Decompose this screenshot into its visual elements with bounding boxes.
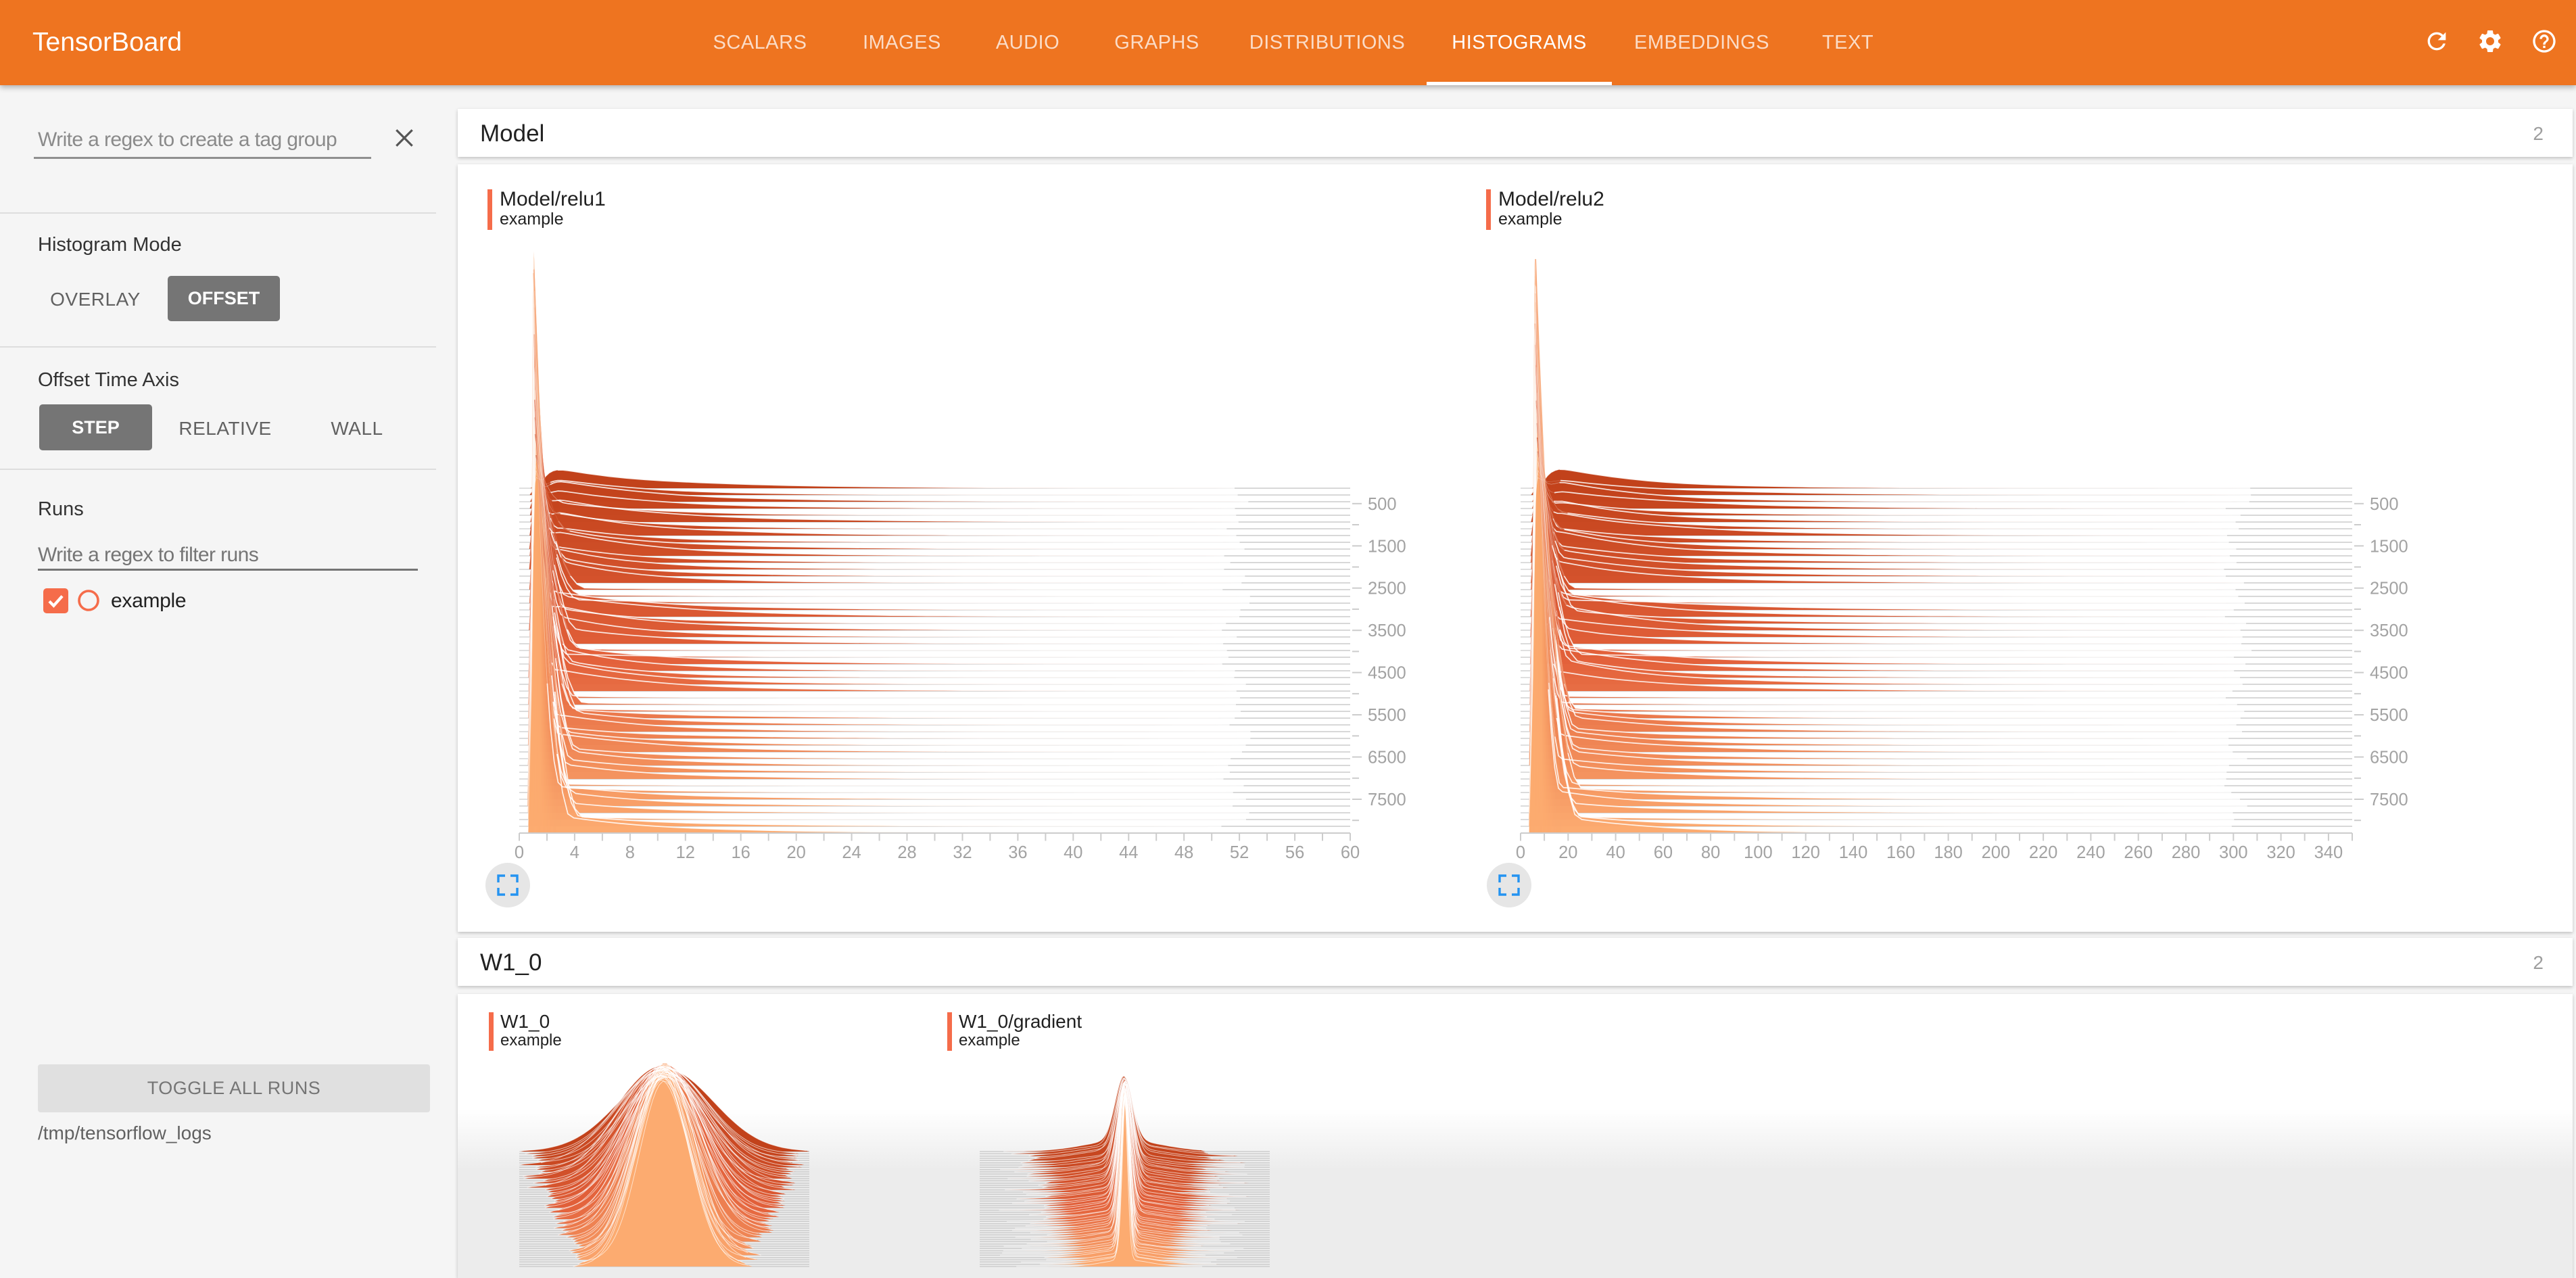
svg-text:3500: 3500 (2370, 621, 2408, 640)
svg-text:20: 20 (787, 843, 806, 862)
svg-text:16: 16 (732, 843, 750, 862)
svg-text:140: 140 (1839, 843, 1868, 862)
svg-text:500: 500 (1368, 495, 1397, 514)
svg-text:100: 100 (1744, 843, 1773, 862)
svg-text:60: 60 (1654, 843, 1673, 862)
svg-text:44: 44 (1119, 843, 1138, 862)
svg-text:4500: 4500 (2370, 664, 2408, 683)
svg-text:40: 40 (1606, 843, 1625, 862)
svg-text:80: 80 (1701, 843, 1720, 862)
svg-text:8: 8 (625, 843, 635, 862)
svg-text:40: 40 (1064, 843, 1082, 862)
svg-text:32: 32 (953, 843, 972, 862)
svg-text:6500: 6500 (2370, 749, 2408, 767)
svg-text:2500: 2500 (2370, 579, 2408, 598)
svg-text:260: 260 (2124, 843, 2153, 862)
svg-text:36: 36 (1008, 843, 1027, 862)
svg-text:12: 12 (676, 843, 695, 862)
svg-text:240: 240 (2076, 843, 2105, 862)
svg-text:20: 20 (1558, 843, 1577, 862)
svg-text:120: 120 (1791, 843, 1820, 862)
svg-text:220: 220 (2029, 843, 2058, 862)
svg-text:3500: 3500 (1368, 621, 1406, 640)
svg-text:1500: 1500 (1368, 537, 1406, 556)
svg-text:1500: 1500 (2370, 537, 2408, 556)
svg-text:280: 280 (2172, 843, 2201, 862)
svg-text:500: 500 (2370, 495, 2399, 514)
svg-text:300: 300 (2219, 843, 2248, 862)
svg-text:4: 4 (570, 843, 579, 862)
svg-text:6500: 6500 (1368, 749, 1406, 767)
svg-text:5500: 5500 (1368, 706, 1406, 725)
svg-text:200: 200 (1982, 843, 2011, 862)
svg-text:340: 340 (2314, 843, 2343, 862)
svg-text:48: 48 (1174, 843, 1193, 862)
svg-text:4500: 4500 (1368, 664, 1406, 683)
svg-text:320: 320 (2266, 843, 2295, 862)
svg-text:0: 0 (1516, 843, 1525, 862)
svg-text:56: 56 (1285, 843, 1304, 862)
svg-text:160: 160 (1886, 843, 1915, 862)
svg-text:28: 28 (897, 843, 916, 862)
svg-text:7500: 7500 (1368, 790, 1406, 809)
svg-text:52: 52 (1230, 843, 1249, 862)
svg-text:60: 60 (1341, 843, 1360, 862)
svg-text:180: 180 (1934, 843, 1963, 862)
svg-text:24: 24 (842, 843, 861, 862)
svg-text:0: 0 (515, 843, 524, 862)
svg-text:2500: 2500 (1368, 579, 1406, 598)
svg-text:5500: 5500 (2370, 706, 2408, 725)
svg-text:7500: 7500 (2370, 790, 2408, 809)
